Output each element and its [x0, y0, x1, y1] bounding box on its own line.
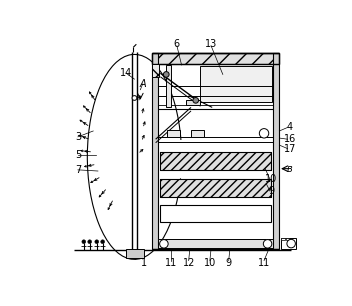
- Text: 6: 6: [174, 39, 180, 49]
- Bar: [200, 66, 272, 102]
- Bar: [152, 53, 279, 64]
- Bar: [274, 53, 279, 249]
- Circle shape: [132, 95, 137, 100]
- Text: 1: 1: [141, 258, 147, 268]
- Bar: [152, 53, 158, 249]
- Circle shape: [163, 72, 169, 77]
- Circle shape: [95, 240, 99, 244]
- Text: A: A: [139, 79, 146, 89]
- Bar: [161, 179, 271, 197]
- Bar: [281, 238, 296, 249]
- Bar: [191, 130, 204, 137]
- Circle shape: [193, 98, 199, 103]
- Circle shape: [287, 239, 295, 248]
- Bar: [281, 238, 285, 240]
- Text: 17: 17: [284, 144, 296, 154]
- Bar: [161, 205, 271, 222]
- Text: 10: 10: [204, 258, 216, 268]
- Text: 9: 9: [226, 258, 232, 268]
- Text: 14: 14: [120, 68, 132, 78]
- Text: 4: 4: [287, 122, 293, 132]
- Text: 13: 13: [205, 39, 217, 49]
- Bar: [152, 53, 279, 64]
- Bar: [161, 152, 271, 170]
- Bar: [152, 64, 159, 77]
- Text: 5: 5: [75, 150, 81, 159]
- Circle shape: [88, 240, 92, 244]
- Bar: [166, 65, 171, 107]
- Circle shape: [160, 240, 168, 248]
- Text: 11: 11: [258, 258, 270, 268]
- Circle shape: [259, 129, 269, 138]
- Text: 9: 9: [268, 186, 274, 196]
- Bar: [286, 238, 289, 240]
- Text: 11: 11: [165, 258, 177, 268]
- Bar: [186, 100, 200, 105]
- Text: 10: 10: [265, 174, 277, 184]
- Bar: [168, 130, 181, 137]
- Circle shape: [101, 240, 105, 244]
- Circle shape: [263, 240, 272, 248]
- Text: 3: 3: [75, 132, 81, 142]
- Bar: [158, 239, 274, 248]
- Text: 12: 12: [182, 258, 195, 268]
- Text: 7: 7: [75, 165, 81, 175]
- Bar: [161, 179, 271, 197]
- Text: 16: 16: [284, 134, 296, 144]
- Bar: [126, 249, 144, 258]
- Text: в: в: [287, 164, 293, 174]
- Circle shape: [82, 240, 86, 244]
- Bar: [161, 152, 271, 170]
